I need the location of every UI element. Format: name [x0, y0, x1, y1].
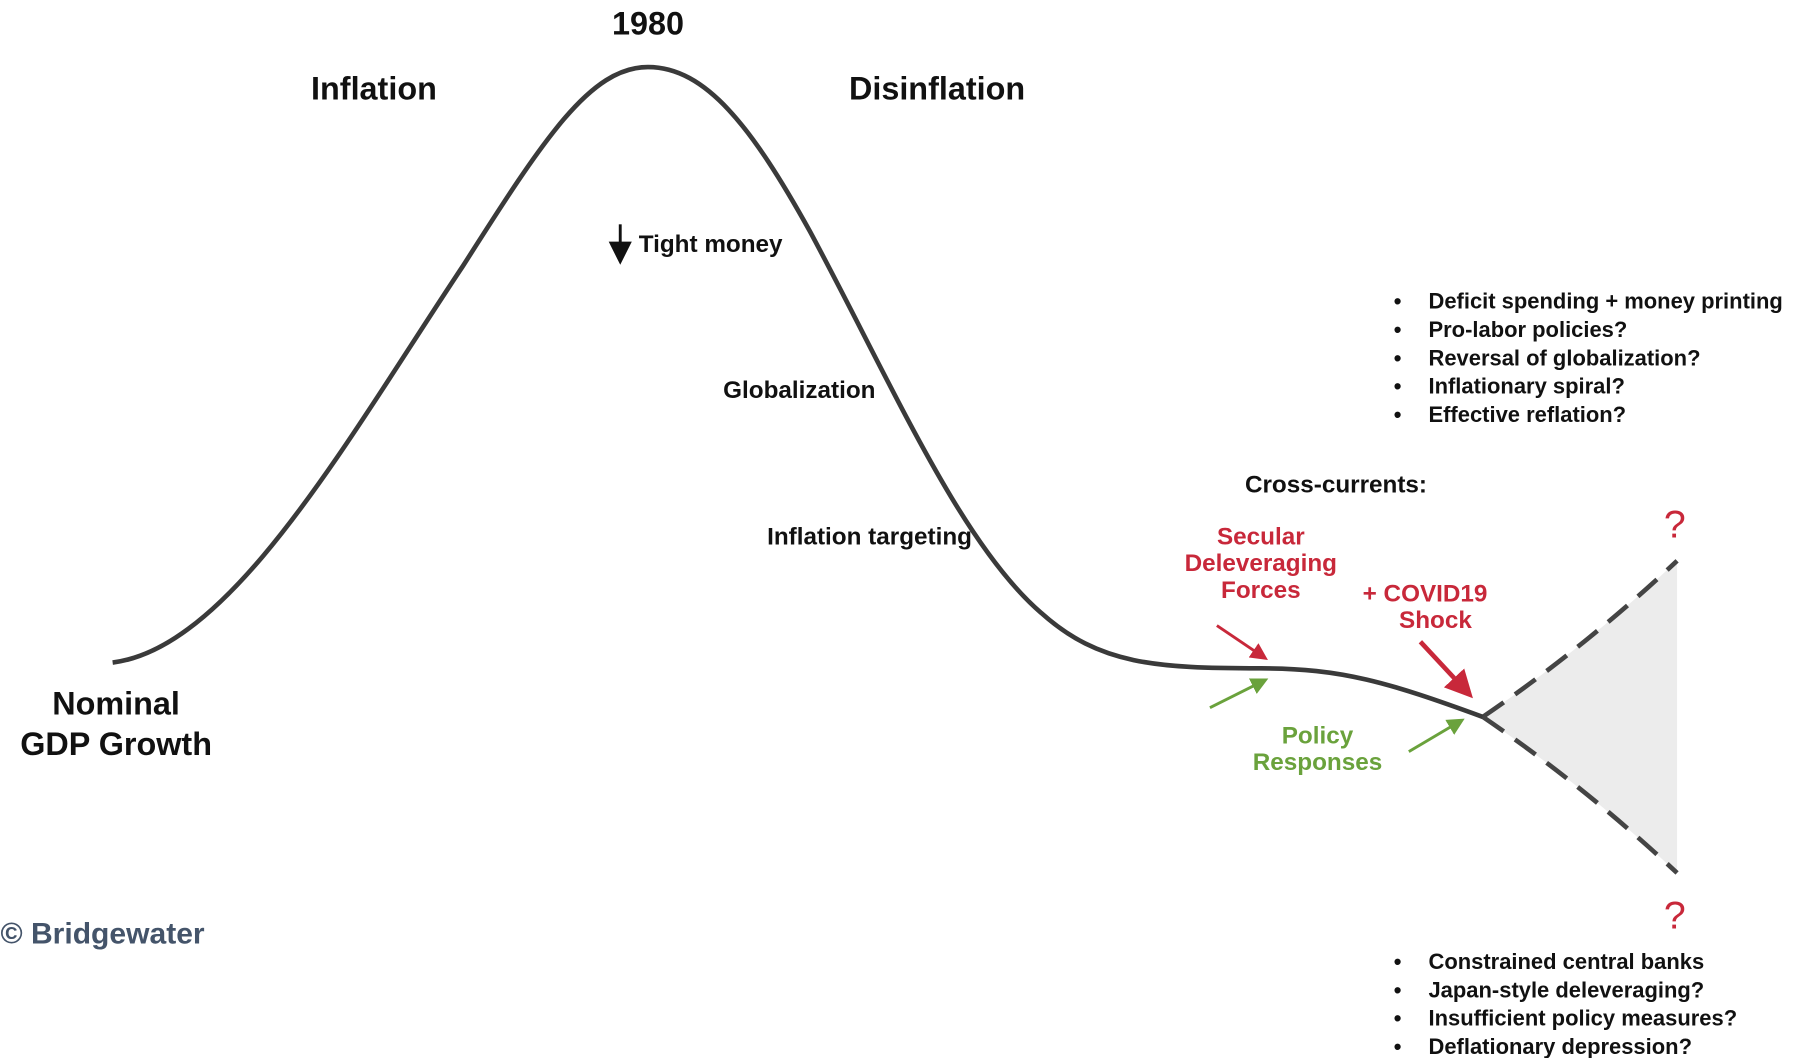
list-item: Deficit spending + money printing: [1428, 289, 1782, 314]
red-arrow: [1418, 640, 1473, 699]
bullet: •: [1394, 1006, 1402, 1031]
policy-label: Policy: [1282, 722, 1354, 749]
driver: Inflation targeting: [767, 524, 972, 551]
shock-label: + COVID19: [1363, 580, 1488, 607]
bullet: •: [1394, 402, 1402, 427]
scenario-fan: [1482, 560, 1678, 873]
policy-label: Responses: [1253, 749, 1382, 776]
list-item: Japan-style deleveraging?: [1428, 977, 1704, 1002]
bullet: •: [1394, 977, 1402, 1002]
green-arrow: [1408, 718, 1465, 753]
year: 1980: [612, 6, 684, 42]
shock-label: Shock: [1399, 607, 1472, 634]
list-item: Pro-labor policies?: [1428, 317, 1627, 342]
lower-path: [1481, 714, 1679, 875]
bullet: •: [1394, 317, 1402, 342]
bullet: •: [1394, 345, 1402, 370]
force-label: Deleveraging: [1185, 550, 1337, 577]
list-item: Inflationary spiral?: [1428, 374, 1624, 399]
red-arrow: [1216, 624, 1268, 661]
bullet: •: [1394, 374, 1402, 399]
list-item: Effective reflation?: [1428, 402, 1626, 427]
bullet: •: [1394, 289, 1402, 314]
axis-label: GDP Growth: [20, 726, 212, 762]
phase-label: Disinflation: [849, 70, 1025, 106]
scenario-lists: • Deficit spending + money printing • Pro-l…: [1394, 289, 1783, 1058]
question-mark: ?: [1664, 893, 1686, 937]
heading: Cross-currents:: [1245, 472, 1427, 499]
driver: Globalization: [723, 377, 875, 404]
bullet: •: [1394, 1034, 1402, 1058]
upper-path: [1481, 559, 1679, 719]
phase-label: Inflation: [311, 70, 437, 106]
force-label: Secular: [1217, 524, 1305, 551]
driver: Tight money: [639, 231, 783, 258]
axis-label: Nominal: [52, 686, 180, 722]
question-mark: ?: [1664, 503, 1686, 547]
bullet: •: [1394, 949, 1402, 974]
gdp-curve: [112, 64, 1484, 720]
list-item: Constrained central banks: [1428, 949, 1704, 974]
green-arrow: [1209, 678, 1269, 709]
force-label: Forces: [1221, 577, 1301, 604]
list-item: Reversal of globalization?: [1428, 345, 1700, 370]
list-item: Insufficient policy measures?: [1428, 1006, 1737, 1031]
copyright: © Bridgewater: [0, 918, 204, 951]
list-item: Deflationary depression?: [1428, 1034, 1692, 1058]
